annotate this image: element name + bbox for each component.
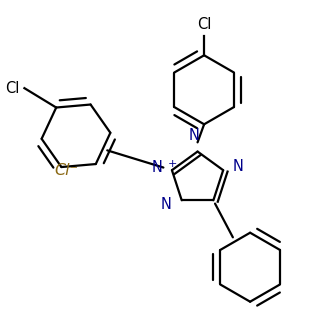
Text: N: N	[188, 128, 199, 143]
Text: +: +	[168, 159, 177, 169]
Text: N: N	[160, 197, 171, 212]
Text: Cl: Cl	[197, 17, 211, 32]
Text: Cl: Cl	[5, 80, 20, 96]
Text: N: N	[151, 160, 162, 175]
Text: N: N	[232, 159, 243, 174]
Text: Cl⁻: Cl⁻	[54, 163, 78, 178]
